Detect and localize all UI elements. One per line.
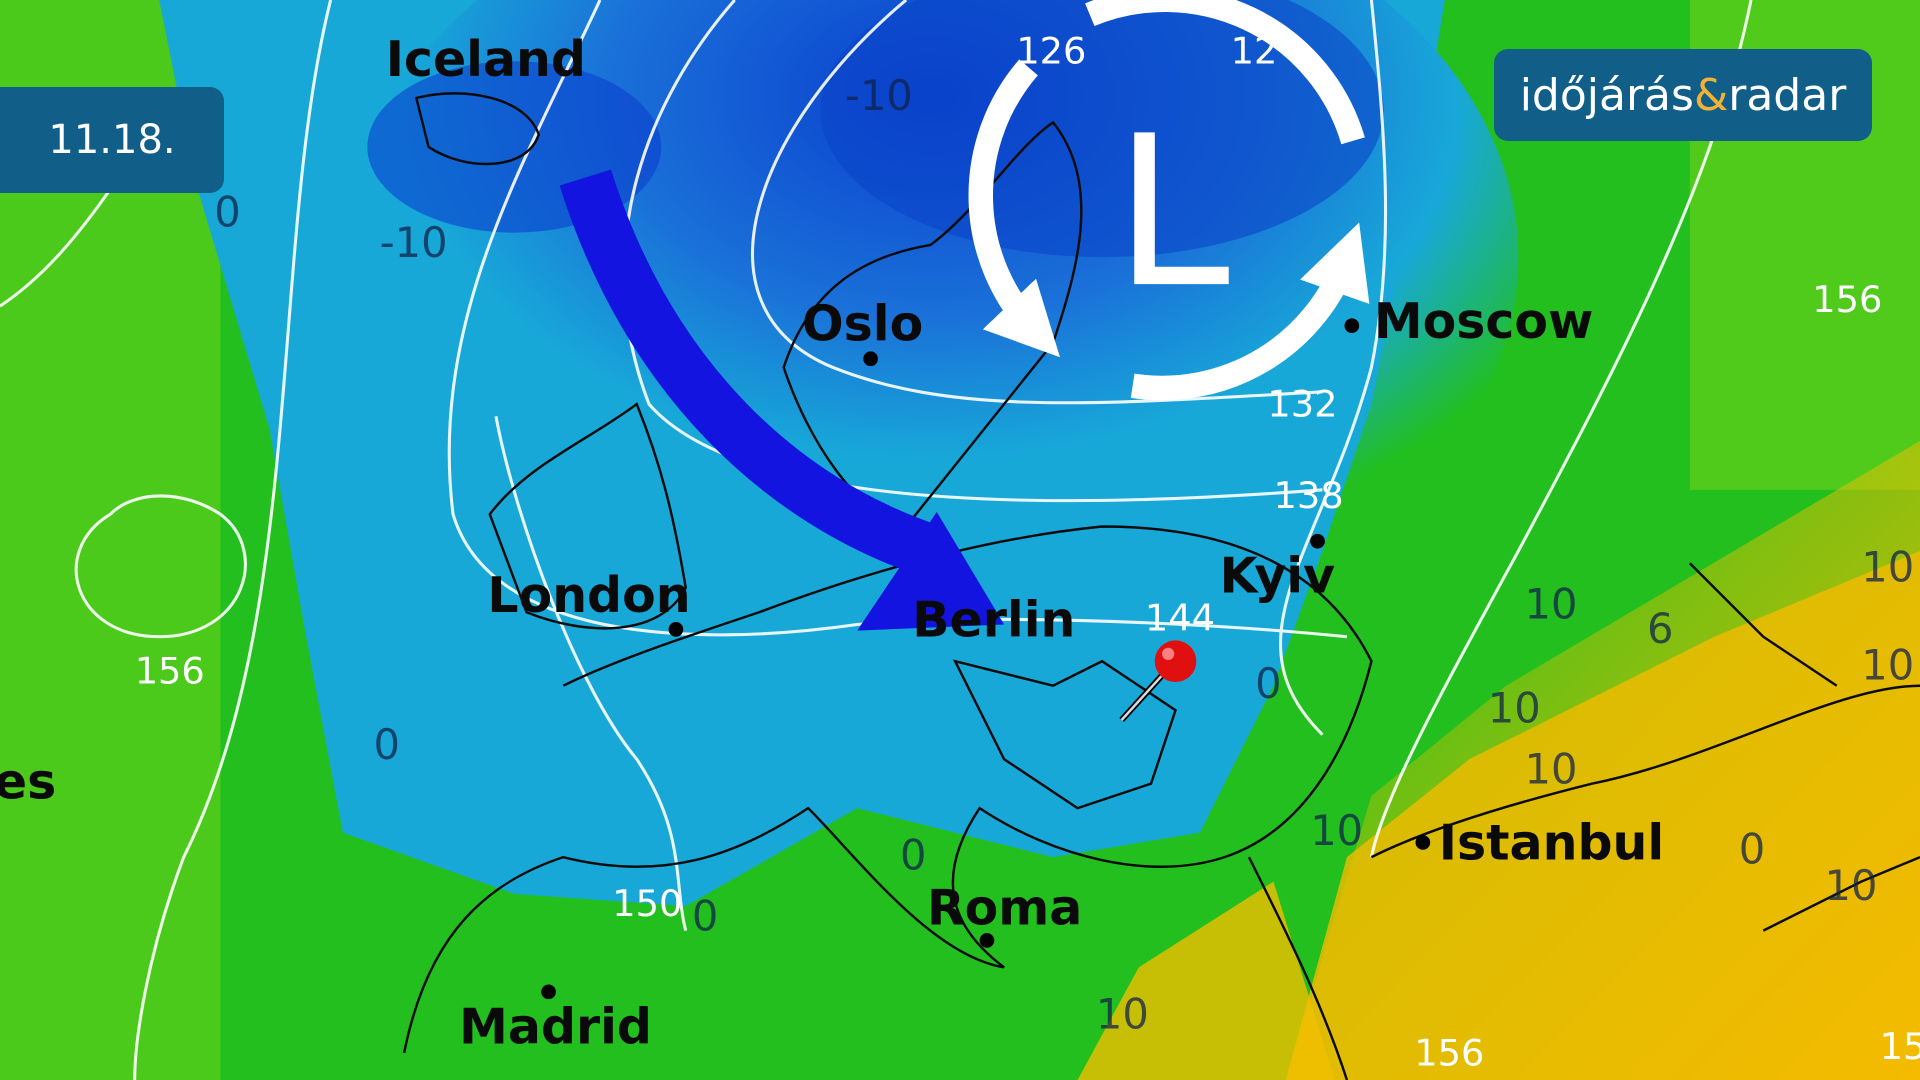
- date-badge: 11.18.: [0, 87, 224, 193]
- cold-air-arrow-icon: [559, 169, 1005, 631]
- isohypse-label: 15: [1880, 1025, 1920, 1068]
- rotation-arrow-left-icon: [968, 59, 1060, 358]
- temperature-label: 10: [1096, 990, 1149, 1039]
- logo-text: radar: [1728, 69, 1847, 121]
- location-pin-icon: [1119, 640, 1197, 723]
- logo-ampersand: &: [1693, 69, 1729, 121]
- isohypse-label: 144: [1145, 597, 1215, 640]
- city-iceland: Iceland: [386, 31, 586, 88]
- city-labels: Iceland Oslo Moscow London Berlin Kyiv I…: [0, 31, 1664, 1055]
- temperature-label: -10: [380, 218, 448, 267]
- isohypse-labels: 126 12 132 138 144 156 156 150 156 15: [135, 30, 1920, 1075]
- temperature-label: 10: [1861, 641, 1914, 690]
- temperature-label: 0: [214, 188, 240, 237]
- city-berlin: Berlin: [912, 592, 1075, 649]
- low-pressure-label: L: [1114, 92, 1230, 334]
- low-pressure-symbol: L: [968, 0, 1370, 401]
- temperature-label: 10: [1524, 745, 1577, 794]
- isohypse-label: 126: [1016, 30, 1086, 73]
- temperature-label: 6: [1647, 604, 1673, 653]
- temperature-label: 10: [1861, 543, 1914, 592]
- city-istanbul: Istanbul: [1439, 815, 1664, 872]
- city-london: London: [487, 567, 690, 624]
- temperature-label: 0: [900, 830, 926, 879]
- temperature-label: 0: [1255, 659, 1281, 708]
- isohypse-label: 156: [1812, 278, 1882, 321]
- isohypse-lines: [0, 0, 1753, 1080]
- isohypse-label: 132: [1267, 382, 1337, 425]
- city-moscow: Moscow: [1374, 293, 1593, 350]
- temperature-labels: 0 -10 -10 0 0 0 10 10 10 10 10 10 10 0 0…: [214, 71, 1914, 1038]
- logo-text: időjárás: [1519, 69, 1694, 121]
- idojaras-radar-logo: időjárás & radar: [1494, 49, 1872, 141]
- temperature-label: 0: [1739, 824, 1765, 873]
- city-kyiv: Kyiv: [1220, 548, 1336, 605]
- temperature-label: 10: [1310, 806, 1363, 855]
- temperature-label: 10: [1488, 683, 1541, 732]
- temperature-label: 10: [1524, 579, 1577, 628]
- isohypse-label: 138: [1273, 474, 1343, 517]
- temperature-label: -10: [845, 71, 913, 120]
- temperature-label: 0: [373, 720, 399, 769]
- city-roma: Roma: [927, 879, 1082, 936]
- city-partial: es: [0, 753, 56, 810]
- isohypse-label: 150: [612, 882, 682, 925]
- temperature-label: 10: [1824, 861, 1877, 910]
- city-madrid: Madrid: [459, 998, 652, 1055]
- isohypse-label: 156: [1414, 1031, 1484, 1074]
- temperature-label: 0: [692, 892, 718, 941]
- city-oslo: Oslo: [802, 295, 923, 352]
- isohypse-label: 156: [135, 649, 205, 692]
- rotation-arrow-top-icon: [1085, 0, 1365, 145]
- rotation-arrow-right-icon: [1130, 222, 1370, 401]
